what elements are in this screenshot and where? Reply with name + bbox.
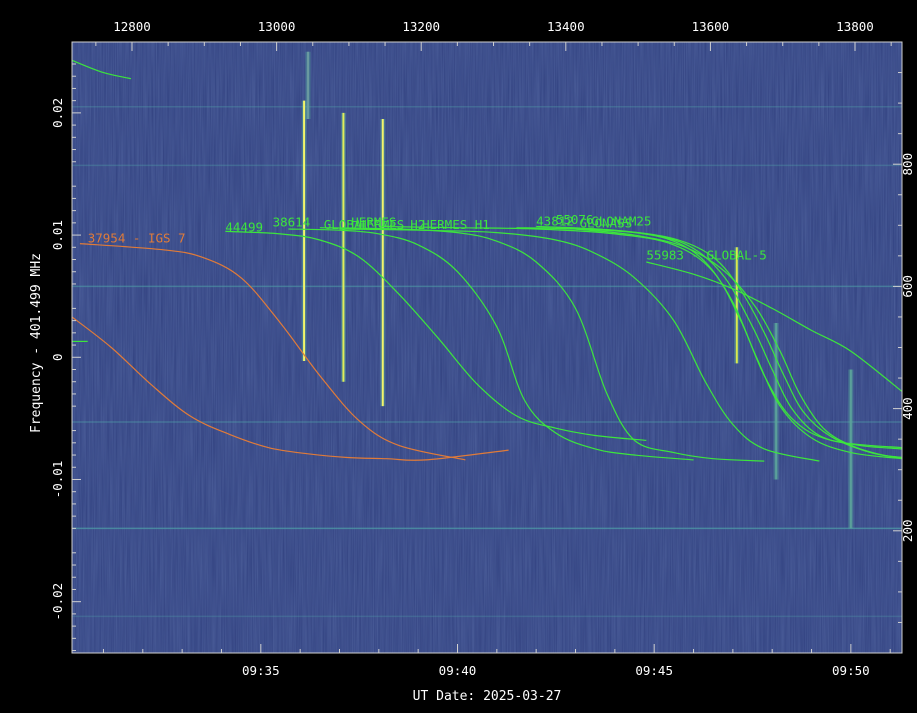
y-tick-label: 0 [50,354,65,362]
track-55983-global-5 [646,261,903,392]
right-tick-label: 800 [900,153,915,176]
x-tick-label: 09:35 [242,663,280,678]
top-tick-label: 13000 [258,19,296,34]
right-tick-label: 400 [900,397,915,420]
top-tick-label: 13200 [402,19,440,34]
top-tick-label: 13800 [836,19,874,34]
track-glonass- [555,227,903,459]
track-hermes-h2 [339,228,820,462]
y-axis-left: -0.02 -0.01 0 0.01 0.02 [50,63,81,652]
track-38- [288,228,694,461]
track-label: 55076 [556,212,594,227]
noise-texture [72,42,902,653]
top-tick-label: 13400 [547,19,585,34]
track-label: GLONAM25 [591,213,651,228]
track-label: H2 [410,217,425,232]
track-44499 [225,230,647,441]
top-tick-label: 12800 [113,19,151,34]
x-axis-bottom: 09:35 09:40 09:45 09:50 [102,644,891,678]
right-tick-label: 200 [900,520,915,543]
y-tick-label: 0.02 [50,98,65,128]
interference-lines [72,106,902,618]
track-unlabeled [71,59,132,80]
track-label: HERMES H1 [422,217,490,232]
y-tick-label: -0.01 [50,461,65,499]
y-tick-label: 0.01 [50,220,65,250]
track-unlabeled [71,316,509,461]
x-axis-top: 12800 13000 13200 13400 13600 13800 [95,19,892,51]
track-label: GLOBAL [324,217,369,232]
x-tick-label: 09:40 [439,663,477,678]
top-tick-label: 13600 [692,19,730,34]
x-axis-label: UT Date: 2025-03-27 [413,689,562,704]
track-label: 55983 - GLOBAL-5 [646,248,766,263]
track-37954-igs-7 [79,243,466,461]
track-label: HERMES [351,215,396,230]
x-tick-label: 09:50 [832,663,870,678]
satellite-tracks [71,59,903,462]
track-label: 43812 [536,213,574,228]
signal-bursts [301,51,854,529]
track-label: HERMES [359,217,404,232]
track-glonam25 [575,228,903,459]
y-axis-label: Frequency - 401.499 MHz [29,253,44,433]
track-label: 37954 - IGS 7 [88,230,186,245]
track-label: GLONASS [579,216,632,231]
track-label: 44499 [225,219,263,234]
y-axis-right: 200 400 600 800 [893,72,915,623]
right-tick-label: 600 [900,275,915,298]
track-label: 38614 [273,215,311,230]
plot-area [72,42,902,653]
y-tick-label: -0.02 [50,583,65,621]
x-tick-label: 09:45 [635,663,673,678]
